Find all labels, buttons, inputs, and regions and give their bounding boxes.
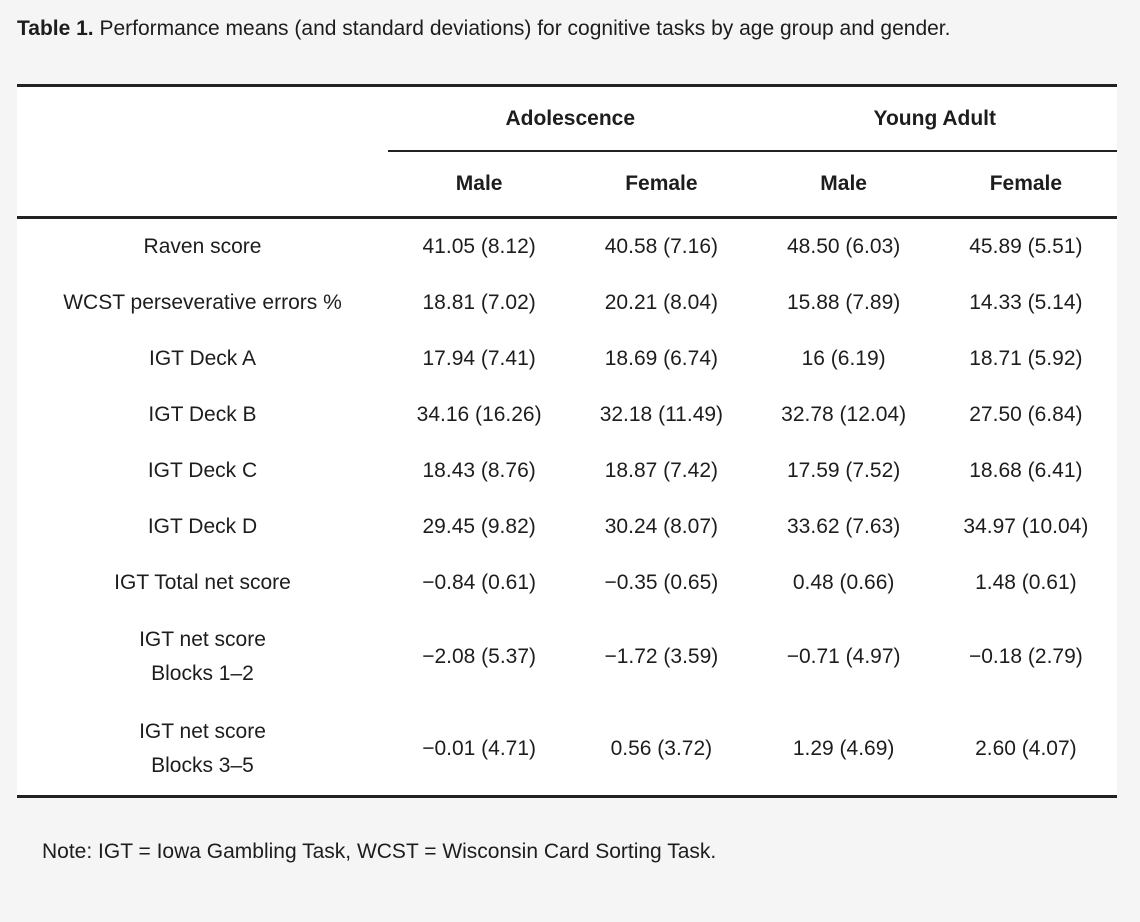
col-header-adolescence-female: Female — [625, 172, 698, 195]
cell-value: −2.08 (5.37) — [422, 645, 537, 668]
cell-value: 41.05 (8.12) — [422, 235, 536, 258]
cell-value: 29.45 (9.82) — [422, 515, 536, 538]
cell-value: 32.18 (11.49) — [599, 403, 724, 426]
table-caption-text: Performance means (and standard deviatio… — [93, 17, 951, 40]
table-row-igt-deck-b: IGT Deck B 34.16 (16.26) 32.18 (11.49) 3… — [17, 387, 1117, 443]
cell-value: 18.81 (7.02) — [422, 291, 536, 314]
cell-value: 18.68 (6.41) — [969, 459, 1083, 482]
table-row-wcst-perseverative-errors: WCST perseverative errors % 18.81 (7.02)… — [17, 275, 1117, 331]
cell-value: 2.60 (4.07) — [975, 737, 1077, 760]
stub-spacer — [17, 152, 388, 216]
row-label: Raven score — [17, 219, 388, 275]
cell-value: 1.48 (0.61) — [975, 571, 1077, 594]
cell-value: 18.87 (7.42) — [604, 459, 718, 482]
cell-value: −0.18 (2.79) — [968, 645, 1083, 668]
cell-value: 14.33 (5.14) — [969, 291, 1083, 314]
cell-value: −0.35 (0.65) — [604, 571, 719, 594]
col-header-young-adult-female: Female — [989, 172, 1063, 195]
cell-value: 17.59 (7.52) — [787, 459, 901, 482]
table-caption: Table 1. Performance means (and standard… — [17, 10, 1117, 47]
cell-value: −1.72 (3.59) — [604, 645, 719, 668]
row-label-line: Raven score — [143, 235, 262, 258]
table-row-igt-deck-c: IGT Deck C 18.43 (8.76) 18.87 (7.42) 17.… — [17, 443, 1117, 499]
table-header: Adolescence Young Adult Male Female Male… — [17, 87, 1117, 219]
cell-value: 27.50 (6.84) — [969, 403, 1083, 426]
cell-value: 16 (6.19) — [801, 347, 886, 370]
cell-value: 18.43 (8.76) — [422, 459, 536, 482]
performance-table: Adolescence Young Adult Male Female Male… — [17, 84, 1117, 798]
cell-value: 45.89 (5.51) — [969, 235, 1083, 258]
row-label: IGT Deck D — [17, 499, 388, 555]
row-label: IGT net score Blocks 3–5 — [17, 703, 388, 795]
cell-value: −0.71 (4.97) — [786, 645, 901, 668]
cell-value: −0.84 (0.61) — [422, 571, 537, 594]
row-label: IGT Deck C — [17, 443, 388, 499]
stub-spacer — [17, 87, 388, 152]
row-label-line: IGT net score — [139, 628, 266, 651]
table-note: Note: IGT = Iowa Gambling Task, WCST = W… — [42, 840, 717, 863]
row-label: WCST perseverative errors % — [17, 275, 388, 331]
table-row-raven-score: Raven score 41.05 (8.12) 40.58 (7.16) 48… — [17, 219, 1117, 275]
cell-value: 15.88 (7.89) — [787, 291, 901, 314]
row-label-line: IGT Total net score — [114, 571, 291, 594]
row-label: IGT Deck B — [17, 387, 388, 443]
table-body: Raven score 41.05 (8.12) 40.58 (7.16) 48… — [17, 219, 1117, 795]
row-label: IGT Deck A — [17, 331, 388, 387]
row-label-line: IGT Deck D — [147, 515, 258, 538]
column-header-row: Male Female Male Female — [17, 152, 1117, 216]
row-label: IGT net score Blocks 1–2 — [17, 611, 388, 703]
cell-value: 0.48 (0.66) — [792, 571, 895, 594]
table-row-igt-net-score-blocks-1-2: IGT net score Blocks 1–2 −2.08 (5.37) −1… — [17, 611, 1117, 703]
cell-value: 34.16 (16.26) — [416, 403, 542, 426]
cell-value: 1.29 (4.69) — [792, 737, 895, 760]
row-label-line: IGT Deck B — [148, 403, 257, 426]
row-label-line: IGT Deck A — [149, 347, 256, 370]
cell-value: 48.50 (6.03) — [787, 235, 901, 258]
row-label-line: WCST perseverative errors % — [63, 291, 342, 314]
cell-value: −0.01 (4.71) — [422, 737, 537, 760]
table-caption-number: Table 1. — [17, 17, 94, 40]
col-header-adolescence-male: Male — [455, 172, 503, 195]
col-header-young-adult-male: Male — [820, 172, 867, 195]
cell-value: 34.97 (10.04) — [963, 515, 1089, 538]
row-label: IGT Total net score — [17, 555, 388, 611]
cell-value: 18.71 (5.92) — [969, 347, 1083, 370]
column-group-row: Adolescence Young Adult — [17, 87, 1117, 152]
col-group-adolescence: Adolescence — [388, 87, 753, 152]
table-row-igt-deck-d: IGT Deck D 29.45 (9.82) 30.24 (8.07) 33.… — [17, 499, 1117, 555]
cell-value: 20.21 (8.04) — [604, 291, 718, 314]
table-row-igt-net-score-blocks-3-5: IGT net score Blocks 3–5 −0.01 (4.71) 0.… — [17, 703, 1117, 795]
table-row-igt-total-net-score: IGT Total net score −0.84 (0.61) −0.35 (… — [17, 555, 1117, 611]
cell-value: 17.94 (7.41) — [422, 347, 536, 370]
row-label-line: Blocks 3–5 — [151, 754, 254, 777]
table-row-igt-deck-a: IGT Deck A 17.94 (7.41) 18.69 (6.74) 16 … — [17, 331, 1117, 387]
cell-value: 18.69 (6.74) — [604, 347, 718, 370]
row-label-line: IGT net score — [139, 720, 266, 743]
cell-value: 30.24 (8.07) — [604, 515, 718, 538]
col-group-young-adult: Young Adult — [752, 87, 1117, 152]
cell-value: 0.56 (3.72) — [610, 737, 713, 760]
row-label-line: Blocks 1–2 — [151, 662, 254, 685]
cell-value: 32.78 (12.04) — [781, 403, 907, 426]
cell-value: 40.58 (7.16) — [604, 235, 718, 258]
row-label-line: IGT Deck C — [147, 459, 258, 482]
cell-value: 33.62 (7.63) — [787, 515, 901, 538]
